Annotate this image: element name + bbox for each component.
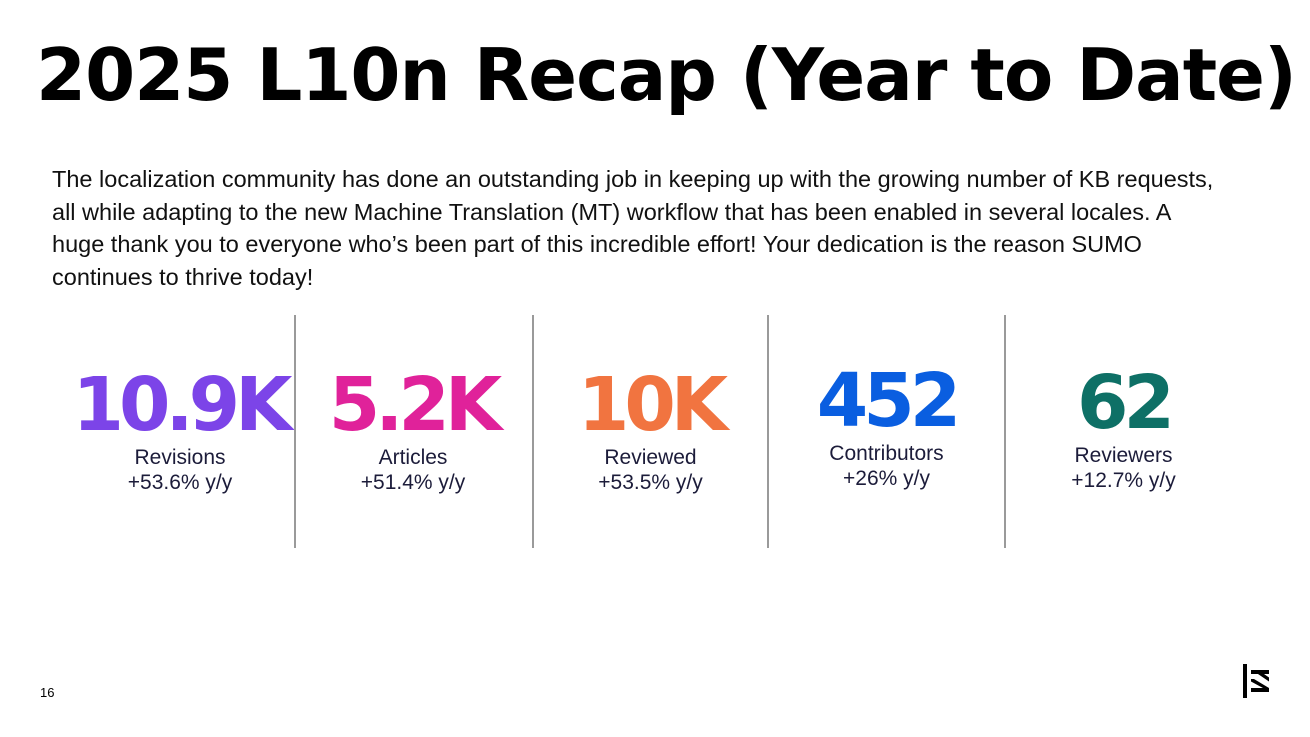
stat-change: +53.6% y/y: [127, 471, 233, 494]
stats-row: 10.9K Revisions +53.6% y/y 5.2K Articles…: [56, 315, 1246, 548]
divider: [294, 315, 296, 548]
stat-articles: 5.2K Articles +51.4% y/y: [296, 315, 530, 598]
stat-label: Reviewers: [1074, 444, 1173, 467]
divider: [767, 315, 769, 548]
stat-reviewers: 62 Reviewers +12.7% y/y: [1006, 315, 1241, 596]
stat-change: +53.5% y/y: [598, 471, 703, 494]
divider: [532, 315, 534, 548]
divider: [1004, 315, 1006, 548]
stat-label: Articles: [378, 446, 448, 469]
stat-value: 62: [1077, 360, 1175, 446]
stat-reviewed: 10K Reviewed +53.5% y/y: [534, 315, 767, 598]
stat-revisions: 10.9K Revisions +53.6% y/y: [56, 315, 304, 598]
stat-value: 10.9K: [72, 362, 293, 448]
slide-title: 2025 L10n Recap (Year to Date): [36, 33, 1297, 117]
page-number: 16: [40, 685, 55, 700]
stat-change: +26% y/y: [843, 467, 930, 490]
stat-label: Revisions: [134, 446, 226, 469]
stat-change: +51.4% y/y: [360, 471, 466, 494]
stat-value: 10K: [577, 362, 728, 448]
stat-label: Reviewed: [604, 446, 697, 469]
stat-value: 5.2K: [328, 362, 502, 448]
stat-change: +12.7% y/y: [1071, 469, 1176, 492]
stat-contributors: 452 Contributors +26% y/y: [769, 315, 1004, 594]
intro-paragraph: The localization community has done an o…: [52, 166, 1214, 290]
stat-label: Contributors: [829, 442, 944, 465]
stat-value: 452: [816, 358, 961, 444]
mozilla-m-logo-icon: [1243, 664, 1269, 698]
